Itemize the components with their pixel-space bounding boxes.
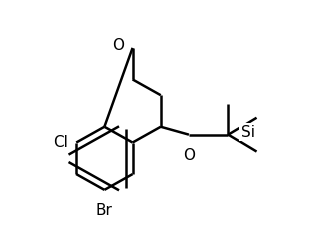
- Text: O: O: [112, 38, 124, 53]
- Text: O: O: [183, 148, 195, 163]
- Text: Br: Br: [96, 204, 113, 218]
- Text: Si: Si: [241, 125, 255, 140]
- Text: Cl: Cl: [54, 135, 68, 150]
